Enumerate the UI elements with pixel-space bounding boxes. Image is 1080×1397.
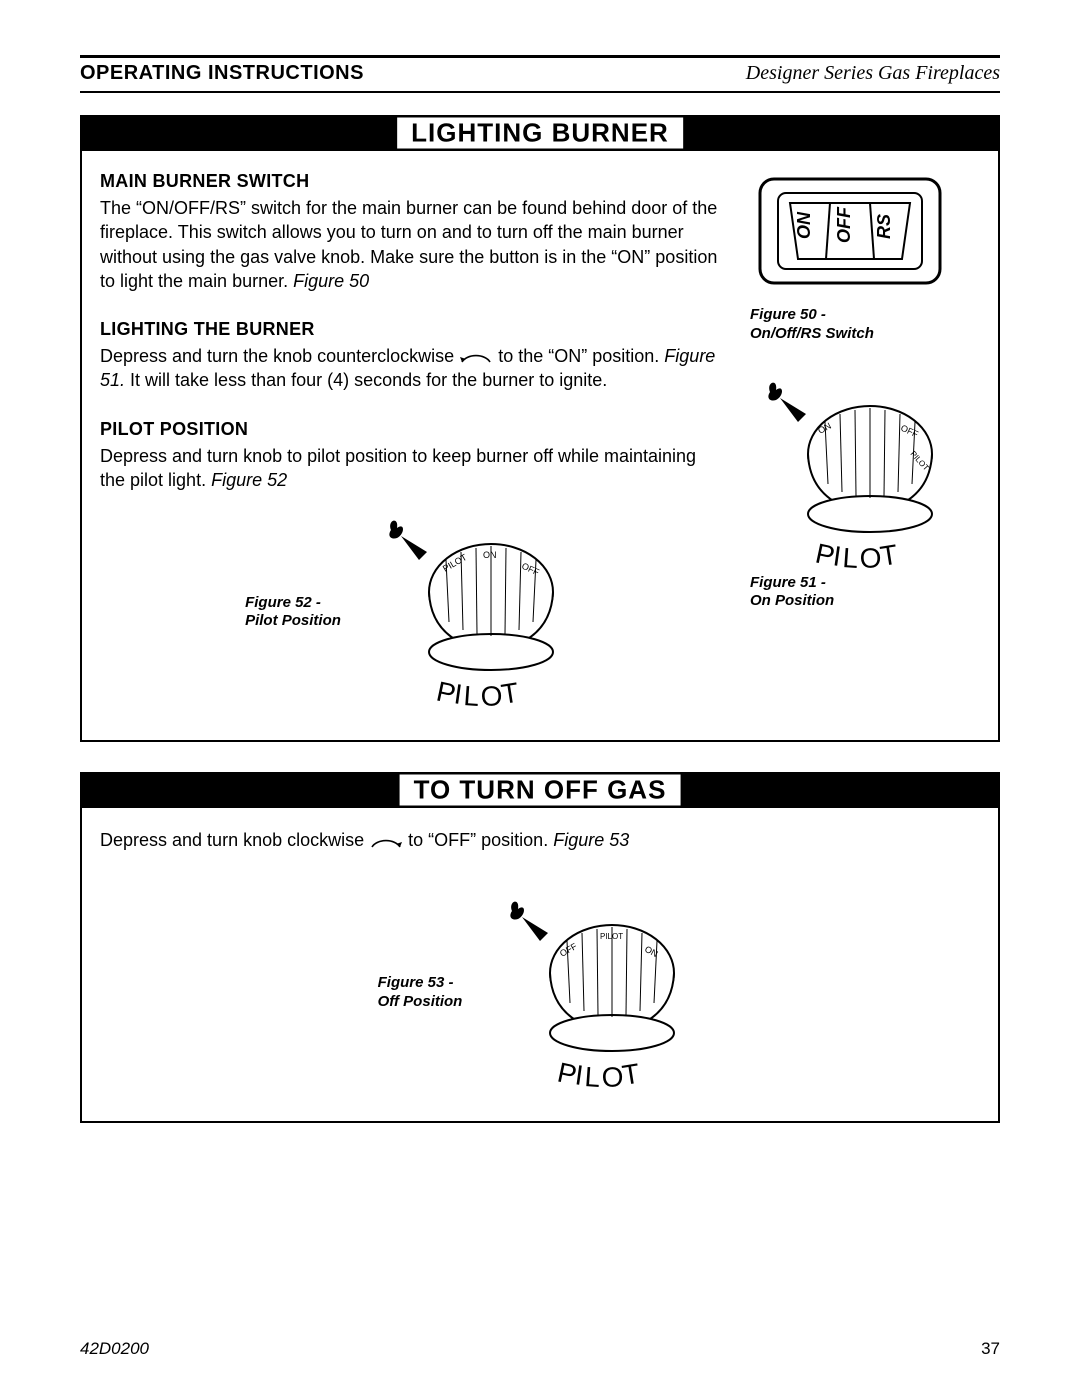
turn-off-body: Depress and turn knob clockwise to “OFF”… xyxy=(100,828,980,852)
cw-arrow-icon xyxy=(369,834,403,850)
header-right: Designer Series Gas Fireplaces xyxy=(746,62,1000,85)
text: to the “ON” position. xyxy=(498,346,664,366)
lighting-left-col: MAIN BURNER SWITCH The “ON/OFF/RS” switc… xyxy=(100,161,726,712)
banner-lighting-label: LIGHTING BURNER xyxy=(397,118,683,149)
frame-lighting: MAIN BURNER SWITCH The “ON/OFF/RS” switc… xyxy=(80,149,1000,742)
switch-label-rs: RS xyxy=(874,214,894,239)
lighting-burner-body: Depress and turn the knob counterclockwi… xyxy=(100,344,726,393)
pilot-position-title: PILOT POSITION xyxy=(100,419,726,440)
page-footer: 42D0200 37 xyxy=(80,1339,1000,1359)
text: The “ON/OFF/RS” switch for the main burn… xyxy=(100,198,717,291)
header-left: OPERATING INSTRUCTIONS xyxy=(80,62,364,85)
svg-text:L: L xyxy=(842,542,860,574)
caption-line: Figure 51 - xyxy=(750,574,826,591)
figure-ref: Figure 50 xyxy=(293,271,369,291)
ccw-arrow-icon xyxy=(459,349,493,365)
caption-line: Off Position xyxy=(378,993,463,1010)
caption-line: On Position xyxy=(750,592,834,609)
figure-52-block: Figure 52 - Pilot Position xyxy=(100,512,726,712)
banner-turn-off: TO TURN OFF GAS xyxy=(80,772,1000,808)
header-bar: OPERATING INSTRUCTIONS Designer Series G… xyxy=(80,55,1000,93)
caption-line: Figure 50 - xyxy=(750,306,826,323)
figure-ref: Figure 53 xyxy=(553,830,629,850)
switch-label-on: ON xyxy=(794,211,814,239)
lighting-two-col: MAIN BURNER SWITCH The “ON/OFF/RS” switc… xyxy=(100,161,980,712)
svg-text:L: L xyxy=(584,1061,602,1093)
figure-ref: Figure 52 xyxy=(211,470,287,490)
switch-label-off: OFF xyxy=(834,206,854,243)
frame-turn-off: Depress and turn knob clockwise to “OFF”… xyxy=(80,806,1000,1122)
figure-51-block: ON OFF PILOT P I L O T Figure 51 - On Po… xyxy=(750,374,980,612)
main-burner-switch-title: MAIN BURNER SWITCH xyxy=(100,171,726,192)
text: It will take less than four (4) seconds … xyxy=(125,370,607,390)
text: Depress and turn knob clockwise xyxy=(100,830,369,850)
knob-label-on: ON xyxy=(483,550,497,560)
caption-line: On/Off/RS Switch xyxy=(750,325,874,342)
text: Depress and turn knob to pilot position … xyxy=(100,446,696,490)
figure-53-block: Figure 53 - Off Position OFF xyxy=(100,893,980,1093)
figure-51-caption: Figure 51 - On Position xyxy=(750,574,980,612)
svg-text:T: T xyxy=(620,1057,642,1090)
figure-53-caption: Figure 53 - Off Position xyxy=(378,974,463,1012)
svg-text:T: T xyxy=(499,677,523,711)
main-burner-switch-body: The “ON/OFF/RS” switch for the main burn… xyxy=(100,196,726,293)
knob-pilot-icon: PILOT ON OFF P I L O T xyxy=(371,512,581,712)
knob-on-icon: ON OFF PILOT P I L O T xyxy=(750,374,960,574)
figure-50-caption: Figure 50 - On/Off/RS Switch xyxy=(750,306,980,344)
caption-line: Pilot Position xyxy=(245,612,341,629)
text: Depress and turn the knob counterclockwi… xyxy=(100,346,459,366)
knob-off-icon: OFF PILOT ON P I L O T xyxy=(492,893,702,1093)
text: to “OFF” position. xyxy=(408,830,553,850)
svg-text:T: T xyxy=(878,538,900,571)
figure-50-block: ON OFF RS Figure 50 - On/Off/RS Switch xyxy=(750,161,980,344)
rocker-switch-icon: ON OFF RS xyxy=(750,161,950,301)
caption-line: Figure 52 - xyxy=(245,594,321,611)
footer-doc-id: 42D0200 xyxy=(80,1339,149,1359)
pilot-position-body: Depress and turn knob to pilot position … xyxy=(100,444,726,493)
footer-page-number: 37 xyxy=(981,1339,1000,1359)
caption-line: Figure 53 - xyxy=(378,974,454,991)
lighting-burner-title: LIGHTING THE BURNER xyxy=(100,319,726,340)
lighting-right-col: ON OFF RS Figure 50 - On/Off/RS Switch xyxy=(750,161,980,712)
banner-lighting: LIGHTING BURNER xyxy=(80,115,1000,151)
svg-text:PILOT: PILOT xyxy=(600,932,623,941)
figure-52-caption: Figure 52 - Pilot Position xyxy=(245,594,341,632)
page: OPERATING INSTRUCTIONS Designer Series G… xyxy=(0,0,1080,1397)
banner-turn-off-label: TO TURN OFF GAS xyxy=(400,775,681,806)
